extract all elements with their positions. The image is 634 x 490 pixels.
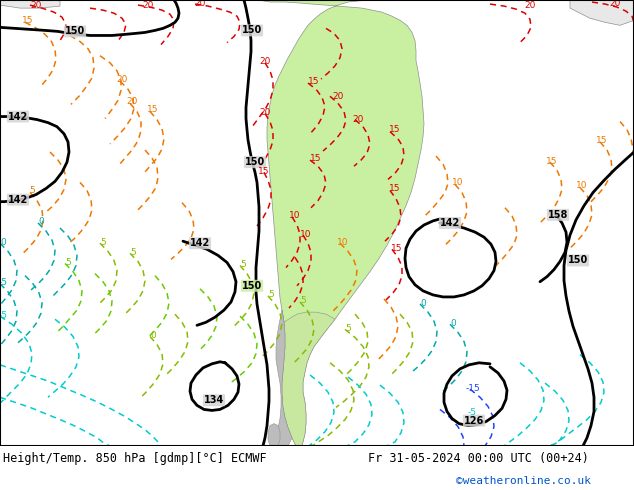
Text: 20: 20 [259, 57, 271, 66]
Text: 10: 10 [452, 178, 463, 187]
Text: 158: 158 [548, 210, 568, 220]
Text: 20: 20 [30, 0, 42, 10]
Text: 15: 15 [391, 244, 403, 253]
Text: -5: -5 [467, 408, 477, 417]
Text: 15: 15 [547, 157, 558, 166]
Text: 15: 15 [308, 76, 320, 86]
Text: 0: 0 [450, 319, 456, 328]
Text: 10: 10 [337, 238, 349, 246]
Text: 20: 20 [524, 0, 536, 10]
Text: 150: 150 [245, 157, 265, 167]
Text: 150: 150 [65, 26, 85, 36]
Text: 15: 15 [389, 184, 401, 193]
Text: 5: 5 [100, 238, 106, 246]
Text: 150: 150 [242, 281, 262, 291]
Text: 5: 5 [345, 324, 351, 333]
Text: 126: 126 [464, 416, 484, 425]
Text: 15: 15 [147, 105, 158, 114]
Text: -15: -15 [465, 384, 481, 392]
Text: -5: -5 [0, 311, 8, 319]
Polygon shape [0, 0, 60, 8]
Text: 134: 134 [204, 395, 224, 405]
Text: 10: 10 [301, 230, 312, 239]
Text: 0: 0 [38, 218, 44, 226]
Polygon shape [258, 0, 424, 446]
Text: 5: 5 [300, 296, 306, 305]
Text: 15: 15 [389, 125, 401, 134]
Text: 0: 0 [0, 238, 6, 246]
Text: 15: 15 [22, 16, 34, 25]
Text: 0: 0 [150, 331, 156, 340]
Text: 20: 20 [259, 108, 271, 117]
Text: 20: 20 [142, 0, 153, 10]
Text: -5: -5 [0, 278, 8, 287]
Text: 142: 142 [8, 112, 28, 122]
Polygon shape [570, 0, 634, 25]
Text: 20: 20 [353, 115, 364, 124]
Text: 142: 142 [440, 218, 460, 228]
Text: 150: 150 [242, 25, 262, 35]
Text: 15: 15 [596, 136, 608, 146]
Text: 20: 20 [332, 92, 344, 101]
Text: 5: 5 [240, 260, 246, 269]
Text: 5: 5 [130, 248, 136, 257]
Text: Height/Temp. 850 hPa [gdmp][°C] ECMWF: Height/Temp. 850 hPa [gdmp][°C] ECMWF [3, 452, 267, 465]
Text: 0: 0 [420, 298, 426, 308]
Text: 142: 142 [190, 238, 210, 248]
Polygon shape [268, 423, 280, 446]
Text: 20: 20 [194, 0, 205, 7]
Text: 20: 20 [126, 97, 138, 106]
Text: 5: 5 [268, 291, 274, 299]
Text: 20: 20 [116, 74, 127, 84]
Text: 10: 10 [289, 211, 301, 220]
Text: 20: 20 [609, 0, 621, 7]
Polygon shape [282, 310, 335, 446]
Text: 5: 5 [65, 258, 71, 267]
Text: ©weatheronline.co.uk: ©weatheronline.co.uk [456, 476, 592, 486]
Text: 142: 142 [8, 195, 28, 205]
Text: 5: 5 [29, 186, 35, 195]
Text: 15: 15 [310, 153, 321, 163]
Text: Fr 31-05-2024 00:00 UTC (00+24): Fr 31-05-2024 00:00 UTC (00+24) [368, 452, 588, 465]
Text: 15: 15 [258, 167, 269, 176]
Text: 150: 150 [568, 255, 588, 266]
Text: 10: 10 [576, 181, 588, 190]
Polygon shape [273, 310, 292, 446]
